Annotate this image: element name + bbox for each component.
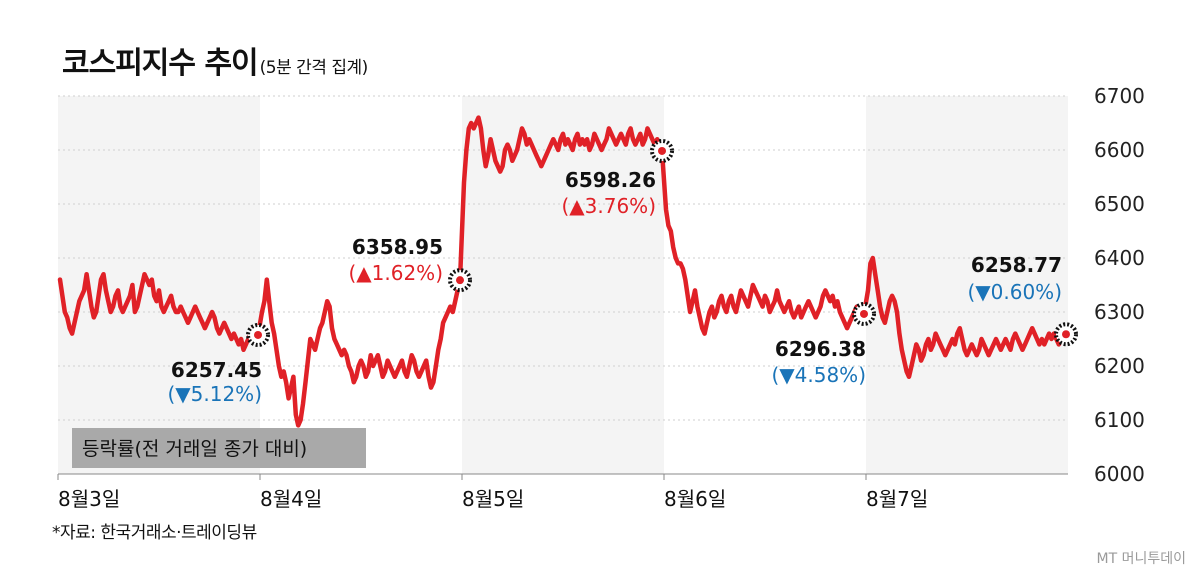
day-band	[866, 96, 1068, 474]
annotation-marker-dot	[1062, 330, 1070, 339]
chart-title-block: 코스피지수 추이 (5분 간격 집계)	[62, 38, 368, 82]
annotation-marker-dot	[456, 276, 464, 285]
annotation-value: 6598.26	[565, 168, 656, 192]
y-tick-label: 6000	[1094, 462, 1145, 486]
x-tick-label: 8월3일	[58, 487, 120, 511]
brand-logo: MT 머니투데이	[1096, 551, 1186, 567]
source-note: *자료: 한국거래소·트레이딩뷰	[52, 523, 257, 543]
legend-text: 등락률(전 거래일 종가 대비)	[82, 438, 307, 460]
legend-box	[72, 428, 366, 468]
day-band	[58, 96, 260, 474]
y-tick-label: 6300	[1094, 300, 1145, 324]
y-tick-label: 6200	[1094, 354, 1145, 378]
y-tick-label: 6700	[1094, 84, 1145, 108]
annotation-marker-dot	[860, 309, 868, 318]
annotation-change: (▼0.60%)	[967, 280, 1062, 304]
y-tick-label: 6600	[1094, 138, 1145, 162]
annotation-marker-dot	[658, 146, 666, 155]
kospi-line	[57, 115, 1069, 428]
x-tick-label: 8월7일	[866, 487, 928, 511]
y-tick-label: 6400	[1094, 246, 1145, 270]
x-tick-label: 8월6일	[664, 487, 726, 511]
x-tick-label: 8월5일	[462, 487, 524, 511]
annotation-change: (▲3.76%)	[561, 194, 656, 218]
y-tick-label: 6100	[1094, 408, 1145, 432]
annotation-value: 6296.38	[775, 337, 866, 361]
y-tick-label: 6500	[1094, 192, 1145, 216]
chart-subtitle: (5분 간격 집계)	[259, 58, 369, 78]
chart-title: 코스피지수 추이	[62, 46, 259, 81]
annotation-change: (▼5.12%)	[167, 382, 262, 406]
annotation-value: 6257.45	[171, 358, 262, 382]
annotation-value: 6258.77	[971, 253, 1062, 277]
annotation-change: (▲1.62%)	[348, 261, 443, 285]
x-tick-label: 8월4일	[260, 487, 322, 511]
annotation-marker-dot	[254, 330, 262, 339]
annotation-value: 6358.95	[352, 235, 443, 259]
annotation-change: (▼4.58%)	[771, 363, 866, 387]
